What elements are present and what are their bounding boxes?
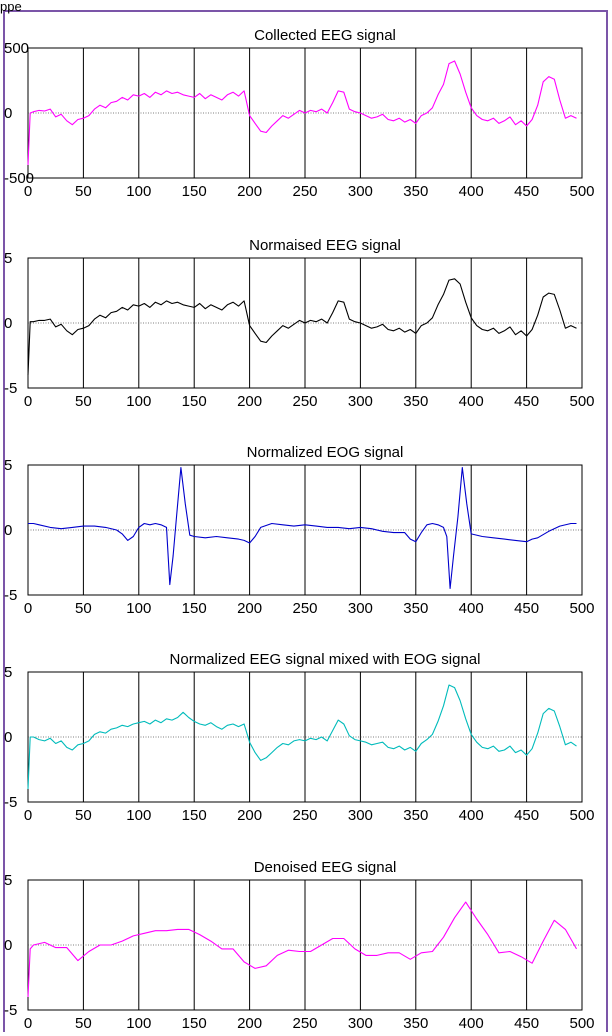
x-tick-label: 300 — [348, 393, 373, 410]
x-tick-label: 300 — [348, 183, 373, 200]
x-tick-label: 200 — [237, 183, 262, 200]
x-tick-label: 250 — [292, 600, 317, 617]
series-line — [27, 278, 577, 376]
x-tick-label: 250 — [292, 807, 317, 824]
y-tick-label: 500 — [4, 40, 29, 57]
series-line — [27, 901, 577, 998]
chart-title: Denoised EEG signal — [254, 859, 397, 876]
figure-frame — [3, 10, 608, 1032]
chart-title: Normaised EEG signal — [249, 237, 401, 254]
x-tick-label: 100 — [126, 183, 151, 200]
x-tick-label: 450 — [514, 393, 539, 410]
y-tick-label: -5 — [4, 1002, 17, 1019]
x-tick-label: 500 — [569, 600, 594, 617]
x-tick-label: 150 — [182, 393, 207, 410]
chart-title: Normalized EOG signal — [247, 444, 404, 461]
chart-title: Collected EEG signal — [254, 27, 396, 44]
series-line — [28, 467, 577, 590]
x-tick-label: 450 — [514, 807, 539, 824]
x-tick-label: 100 — [126, 1015, 151, 1032]
x-tick-label: 0 — [24, 600, 32, 617]
x-tick-label: 200 — [237, 393, 262, 410]
x-tick-label: 500 — [569, 183, 594, 200]
y-tick-label: 0 — [4, 937, 12, 954]
x-tick-label: 400 — [459, 600, 484, 617]
x-tick-label: 350 — [403, 1015, 428, 1032]
x-tick-label: 350 — [403, 393, 428, 410]
y-tick-label: 0 — [4, 522, 12, 539]
x-tick-label: 100 — [126, 393, 151, 410]
x-tick-label: 300 — [348, 1015, 373, 1032]
x-tick-label: 150 — [182, 807, 207, 824]
chart-panel-1: Collected EEG signal 0 50 100 150 200 250 300 35… — [4, 27, 595, 200]
x-tick-label: 50 — [75, 1015, 92, 1032]
y-tick-label: -5 — [4, 587, 17, 604]
x-tick-label: 50 — [75, 807, 92, 824]
y-tick-label: 5 — [4, 664, 12, 681]
x-tick-label: 400 — [459, 183, 484, 200]
x-tick-label: 150 — [182, 600, 207, 617]
y-tick-label: 5 — [4, 250, 12, 267]
series-line — [27, 60, 577, 166]
x-tick-label: 350 — [403, 183, 428, 200]
x-tick-label: 500 — [569, 393, 594, 410]
x-tick-label: 300 — [348, 600, 373, 617]
x-tick-label: 50 — [75, 183, 92, 200]
x-tick-label: 200 — [237, 1015, 262, 1032]
x-tick-label: 50 — [75, 600, 92, 617]
y-tick-label: -5 — [4, 794, 17, 811]
x-tick-label: 0 — [24, 183, 32, 200]
series-line — [27, 684, 577, 790]
x-tick-label: 200 — [237, 600, 262, 617]
caption-fragment: ppe — [0, 0, 22, 14]
x-tick-label: 0 — [24, 393, 32, 410]
x-tick-label: 450 — [514, 1015, 539, 1032]
x-tick-label: 0 — [24, 1015, 32, 1032]
x-tick-label: 350 — [403, 807, 428, 824]
x-tick-label: 400 — [459, 1015, 484, 1032]
x-tick-label: 150 — [182, 1015, 207, 1032]
x-tick-label: 0 — [24, 807, 32, 824]
x-tick-label: 400 — [459, 393, 484, 410]
x-tick-label: 150 — [182, 183, 207, 200]
y-tick-label: 0 — [4, 315, 12, 332]
x-tick-label: 100 — [126, 600, 151, 617]
x-tick-label: 300 — [348, 807, 373, 824]
x-tick-label: 100 — [126, 807, 151, 824]
x-tick-label: 350 — [403, 600, 428, 617]
y-tick-label: -500 — [4, 170, 34, 187]
x-tick-label: 250 — [292, 1015, 317, 1032]
y-tick-label: -5 — [4, 380, 17, 397]
x-tick-label: 250 — [292, 183, 317, 200]
chart-title: Normalized EEG signal mixed with EOG sig… — [170, 651, 481, 668]
y-tick-label: 5 — [4, 872, 12, 889]
y-tick-label: 5 — [4, 457, 12, 474]
y-tick-label: 0 — [4, 105, 12, 122]
x-tick-label: 250 — [292, 393, 317, 410]
x-tick-label: 450 — [514, 183, 539, 200]
x-tick-label: 200 — [237, 807, 262, 824]
x-tick-label: 450 — [514, 600, 539, 617]
x-tick-label: 50 — [75, 393, 92, 410]
x-tick-label: 500 — [569, 807, 594, 824]
y-tick-label: 0 — [4, 729, 12, 746]
x-tick-label: 500 — [569, 1015, 594, 1032]
chart-panel-4: Normalized EEG signal mixed with EOG sig… — [4, 651, 595, 824]
x-tick-label: 400 — [459, 807, 484, 824]
